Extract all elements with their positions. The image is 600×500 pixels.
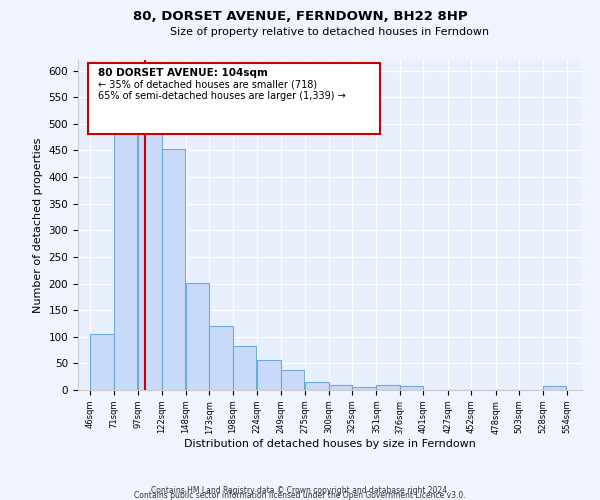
Text: ← 35% of detached houses are smaller (718): ← 35% of detached houses are smaller (71… bbox=[98, 80, 317, 90]
Bar bbox=[400, 386, 424, 390]
Bar bbox=[542, 386, 566, 390]
Text: 80 DORSET AVENUE: 104sqm: 80 DORSET AVENUE: 104sqm bbox=[98, 68, 268, 78]
Text: Contains public sector information licensed under the Open Government Licence v3: Contains public sector information licen… bbox=[134, 490, 466, 500]
Bar bbox=[352, 388, 376, 390]
Bar bbox=[90, 334, 113, 390]
Bar bbox=[376, 384, 400, 390]
Y-axis label: Number of detached properties: Number of detached properties bbox=[33, 138, 43, 312]
Bar bbox=[305, 382, 329, 390]
X-axis label: Distribution of detached houses by size in Ferndown: Distribution of detached houses by size … bbox=[184, 440, 476, 450]
Bar bbox=[233, 346, 256, 390]
Text: Contains HM Land Registry data © Crown copyright and database right 2024.: Contains HM Land Registry data © Crown c… bbox=[151, 486, 449, 495]
Bar bbox=[329, 384, 352, 390]
Bar bbox=[186, 283, 209, 390]
FancyBboxPatch shape bbox=[88, 64, 380, 134]
Bar bbox=[257, 360, 281, 390]
Bar bbox=[161, 150, 185, 390]
Bar bbox=[209, 326, 233, 390]
Text: 80, DORSET AVENUE, FERNDOWN, BH22 8HP: 80, DORSET AVENUE, FERNDOWN, BH22 8HP bbox=[133, 10, 467, 23]
Bar bbox=[113, 131, 137, 390]
Title: Size of property relative to detached houses in Ferndown: Size of property relative to detached ho… bbox=[170, 27, 490, 37]
Bar bbox=[138, 131, 161, 390]
Text: 65% of semi-detached houses are larger (1,339) →: 65% of semi-detached houses are larger (… bbox=[98, 92, 346, 102]
Bar bbox=[281, 370, 304, 390]
